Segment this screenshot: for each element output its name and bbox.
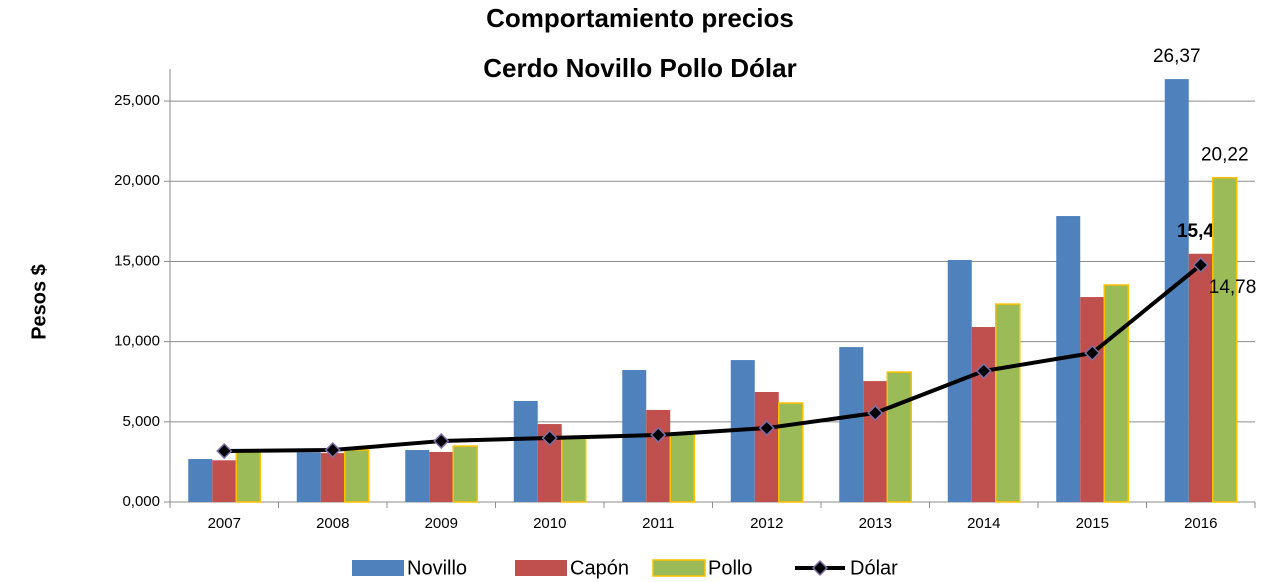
bar	[1212, 176, 1238, 503]
bar	[452, 445, 478, 503]
x-tick-label: 2014	[967, 515, 1000, 532]
legend-swatch	[811, 559, 829, 577]
bar	[863, 381, 888, 502]
y-tick-label: 20,000	[114, 172, 160, 189]
data-label: 14,78	[1209, 277, 1257, 298]
legend-swatch	[652, 559, 706, 577]
bar	[1188, 253, 1213, 502]
y-tick-label: 10,000	[114, 333, 160, 350]
bar	[320, 453, 345, 502]
y-tick-label: 25,000	[114, 92, 160, 109]
bar	[754, 391, 779, 502]
x-tick-label: 2008	[316, 515, 349, 532]
bar	[235, 451, 261, 503]
line-marker	[975, 362, 992, 380]
x-tick-label: 2015	[1076, 515, 1109, 532]
y-tick-label: 5,000	[122, 413, 160, 430]
y-tick-label: 15,000	[114, 252, 160, 269]
line-marker	[1192, 256, 1209, 274]
bar	[1103, 284, 1129, 503]
x-tick-label: 2007	[208, 515, 241, 532]
x-tick-label: 2012	[750, 515, 783, 532]
x-tick-label: 2013	[859, 515, 892, 532]
bar	[344, 449, 370, 503]
y-tick-label: 0,000	[122, 493, 160, 510]
line	[224, 263, 1203, 454]
bar	[669, 433, 695, 503]
line-marker	[758, 420, 775, 437]
bar	[188, 459, 213, 502]
bar	[296, 452, 321, 502]
x-tick-label: 2011	[642, 515, 674, 532]
line-marker	[541, 429, 558, 447]
line-marker	[1084, 344, 1101, 362]
x-tick-label: 2009	[425, 515, 458, 532]
line-marker	[324, 441, 341, 459]
data-label: 20,22	[1201, 145, 1249, 166]
chart-title: Comportamiento precios	[486, 3, 794, 33]
chart-title: Cerdo Novillo Pollo Dólar	[483, 53, 796, 83]
bar	[561, 437, 587, 503]
line-marker	[216, 442, 233, 460]
bar	[971, 327, 996, 502]
bar	[405, 450, 430, 502]
bar	[778, 402, 804, 503]
line-marker	[433, 432, 450, 450]
bar	[212, 460, 237, 502]
x-tick-label: 2016	[1184, 515, 1217, 532]
bar	[429, 451, 454, 502]
legend-label: Pollo	[708, 557, 752, 579]
bar	[995, 303, 1021, 503]
legend-label: Capón	[570, 557, 629, 579]
bar	[646, 409, 671, 502]
line-marker	[650, 426, 667, 444]
bar	[839, 347, 864, 502]
x-tick-label: 2010	[533, 515, 566, 532]
bar	[886, 371, 912, 503]
data-label: 26,37	[1153, 46, 1201, 67]
legend-swatch	[515, 560, 567, 576]
bar	[513, 400, 538, 502]
legend-label: Dólar	[850, 557, 898, 579]
y-axis-label: Pesos $	[28, 264, 50, 340]
line-marker	[867, 404, 884, 422]
bar	[1080, 297, 1105, 502]
legend-label: Novillo	[407, 557, 467, 579]
legend-swatch	[352, 560, 404, 576]
